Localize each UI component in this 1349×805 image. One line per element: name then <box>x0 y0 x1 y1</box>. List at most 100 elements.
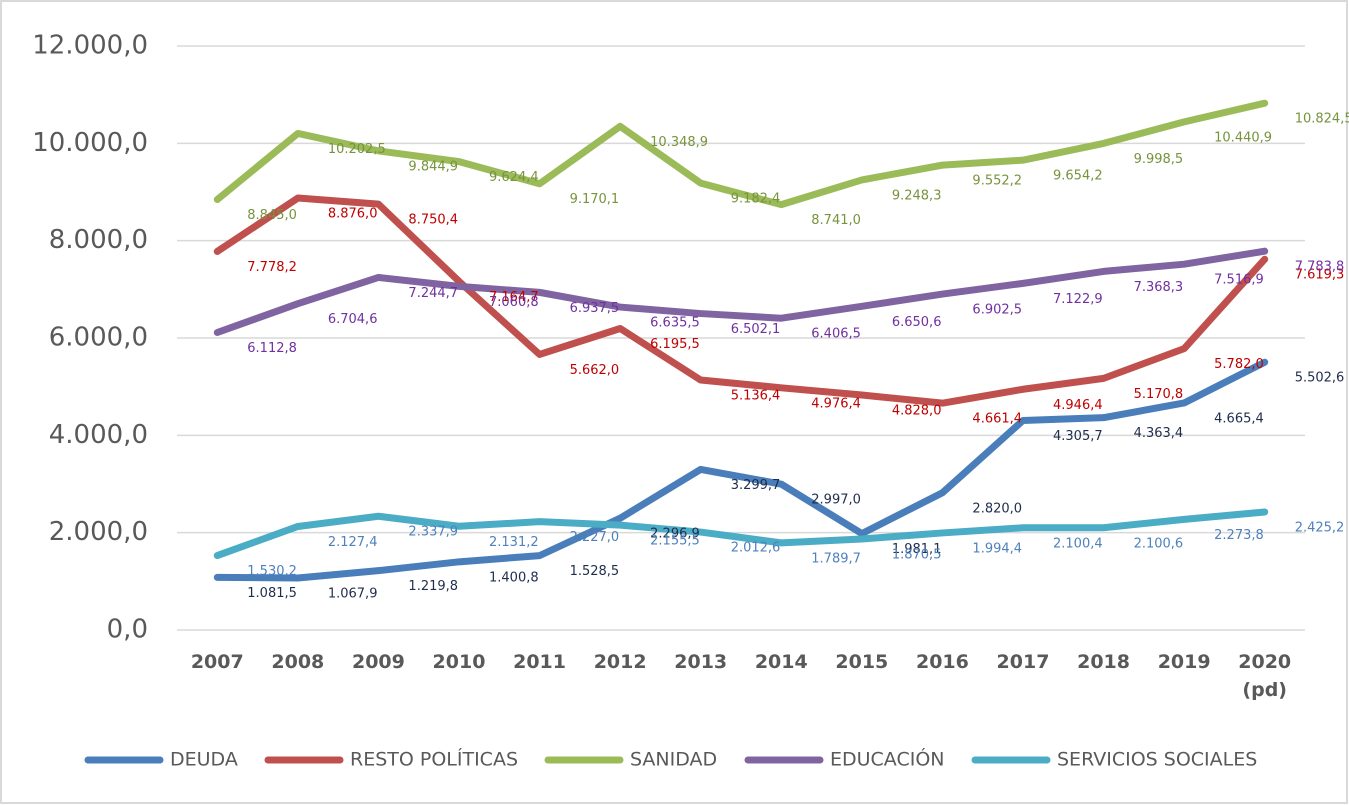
data-label: 6.902,5 <box>972 303 1022 318</box>
x-tick-label: 2008 <box>271 651 325 673</box>
y-tick-label: 0,0 <box>107 615 148 645</box>
legend-label: SERVICIOS SOCIALES <box>1057 749 1257 771</box>
data-label: 6.635,5 <box>650 316 700 331</box>
y-tick-label: 8.000,0 <box>49 225 148 255</box>
data-label: 2.100,6 <box>1134 536 1184 551</box>
data-label: 6.195,5 <box>650 337 700 352</box>
data-label: 4.976,4 <box>811 396 861 411</box>
x-tick-label: 2012 <box>593 651 647 673</box>
data-label: 9.182,4 <box>731 192 781 207</box>
legend-label: SANIDAD <box>630 749 717 771</box>
data-label: 5.502,6 <box>1295 371 1345 386</box>
y-tick-label: 10.000,0 <box>32 128 148 158</box>
data-label: 2.012,6 <box>731 541 781 556</box>
data-label: 2.273,8 <box>1214 528 1264 543</box>
data-label: 8.845,0 <box>247 208 297 223</box>
x-tick-label: 2010 <box>432 651 486 673</box>
data-label: 1.981,1 <box>892 542 942 557</box>
data-label: 7.778,2 <box>247 260 297 275</box>
legend-label: RESTO POLÍTICAS <box>350 748 518 771</box>
data-label: 9.552,2 <box>972 174 1022 189</box>
data-label: 5.170,8 <box>1134 387 1184 402</box>
data-label: 10.202,5 <box>328 142 386 157</box>
data-label: 2.997,0 <box>811 493 861 508</box>
data-label: 1.528,5 <box>570 564 620 579</box>
data-label: 7.368,3 <box>1134 280 1184 295</box>
data-label: 8.876,0 <box>328 207 378 222</box>
legend-label: DEUDA <box>170 749 238 771</box>
data-label: 10.824,5 <box>1295 112 1349 127</box>
data-label: 1.067,9 <box>328 587 378 602</box>
data-label: 9.654,2 <box>1053 169 1103 184</box>
data-label: 7.244,7 <box>408 286 458 301</box>
data-label: 2.820,0 <box>972 501 1022 516</box>
data-label: 6.937,5 <box>570 301 620 316</box>
x-tick-label: 2009 <box>351 651 405 673</box>
data-label: 6.112,8 <box>247 341 297 356</box>
data-label: 2.155,5 <box>650 534 700 549</box>
data-label: 4.828,0 <box>892 404 942 419</box>
data-label: 1.870,5 <box>892 547 942 562</box>
data-label: 7.164,7 <box>489 290 539 305</box>
data-label: 2.337,9 <box>408 525 458 540</box>
data-label: 4.661,4 <box>972 412 1022 427</box>
data-label: 8.741,0 <box>811 213 861 228</box>
data-label: 3.299,7 <box>731 478 781 493</box>
x-tick-label: 2020 (pd) <box>1238 651 1292 701</box>
data-label: 2.131,2 <box>489 535 539 550</box>
series-line <box>213 99 1269 209</box>
x-tick-label: 2017 <box>996 651 1050 673</box>
x-tick-label: 2016 <box>915 651 969 673</box>
data-label: 2.227,0 <box>570 530 620 545</box>
data-label: 4.665,4 <box>1214 411 1264 426</box>
legend-label: EDUCACIÓN <box>830 747 945 771</box>
data-label: 10.348,9 <box>650 135 708 150</box>
data-label: 9.624,4 <box>489 170 539 185</box>
y-tick-label: 12.000,0 <box>32 31 148 61</box>
data-label: 4.363,4 <box>1134 426 1184 441</box>
data-label: 1.789,7 <box>811 551 861 566</box>
x-tick-label: 2007 <box>190 651 244 673</box>
data-label: 2.100,4 <box>1053 536 1103 551</box>
data-label: 1.219,8 <box>408 579 458 594</box>
data-label: 8.750,4 <box>408 213 458 228</box>
data-label: 10.440,9 <box>1214 130 1272 145</box>
data-label: 1.400,8 <box>489 570 539 585</box>
data-label: 7.783,8 <box>1295 260 1345 275</box>
x-tick-label: 2013 <box>674 651 728 673</box>
series-line <box>213 194 1269 407</box>
data-label: 2.425,2 <box>1295 520 1345 535</box>
series-line <box>213 508 1269 560</box>
data-label: 2.127,4 <box>328 535 378 550</box>
data-label: 1.081,5 <box>247 586 297 601</box>
data-label: 2.296,9 <box>650 527 700 542</box>
data-label: 6.406,5 <box>811 327 861 342</box>
data-label: 7.516,9 <box>1214 273 1264 288</box>
data-label: 5.782,0 <box>1214 357 1264 372</box>
data-label: 9.998,5 <box>1134 152 1184 167</box>
x-tick-label: 2015 <box>835 651 889 673</box>
data-label: 6.650,6 <box>892 315 942 330</box>
data-label: 9.844,9 <box>408 159 458 174</box>
data-label: 7.619,3 <box>1295 268 1345 283</box>
data-label: 7.122,9 <box>1053 292 1103 307</box>
y-tick-label: 6.000,0 <box>49 323 148 353</box>
data-label: 1.994,4 <box>972 541 1022 556</box>
x-tick-label: 2011 <box>513 651 566 673</box>
data-label: 9.248,3 <box>892 188 942 203</box>
x-tick-label: 2018 <box>1077 651 1130 673</box>
x-tick-label: 2014 <box>754 651 808 673</box>
data-label: 6.502,1 <box>731 322 781 337</box>
data-label: 6.704,6 <box>328 312 378 327</box>
y-tick-label: 4.000,0 <box>49 420 148 450</box>
data-label: 9.170,1 <box>570 192 620 207</box>
series-line <box>213 247 1269 337</box>
x-tick-label: 2019 <box>1157 651 1211 673</box>
data-label: 7.060,8 <box>489 295 539 310</box>
series-line <box>213 358 1269 582</box>
data-label: 5.136,4 <box>731 389 781 404</box>
y-tick-label: 2.000,0 <box>49 517 148 547</box>
